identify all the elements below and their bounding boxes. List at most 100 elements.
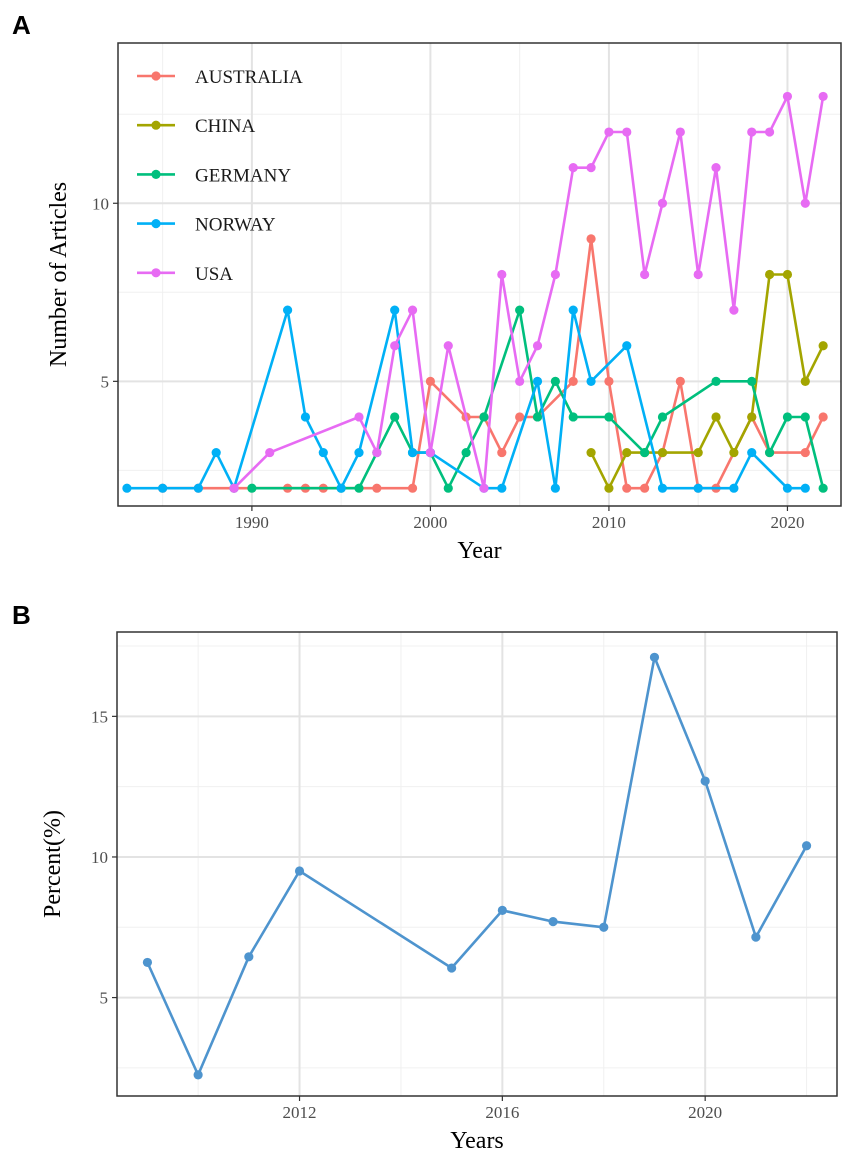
chart-a-series-australia-point — [372, 483, 382, 493]
chart-a-series-germany-point — [782, 412, 793, 422]
chart-a-series-usa-point — [747, 127, 757, 137]
chart-a-series-australia-point — [640, 483, 650, 493]
chart-a-series-usa-point — [800, 198, 810, 208]
chart-a-legend-usa-key-point — [151, 268, 161, 278]
chart-a-x-tick-label: 2020 — [770, 513, 804, 532]
chart-a-series-norway-point — [122, 483, 132, 493]
chart-a-series-usa-point — [657, 198, 668, 208]
chart-a-series-china-point — [764, 269, 775, 280]
chart-a-series-australia-point — [568, 376, 578, 386]
chart-b-series-percent-point — [244, 952, 254, 962]
chart-panel-b: 2012 2016 2020 5 10 15 Years Percent(%) — [40, 631, 838, 1154]
chart-a-series-usa-point — [729, 305, 739, 315]
chart-a-series-norway-line — [126, 308, 806, 490]
chart-a-x-tick-label: 2010 — [592, 513, 626, 532]
chart-a-series-usa-point — [229, 483, 239, 493]
chart-a-series-usa-point — [390, 341, 400, 351]
chart-a-legend-norway-label: NORWAY — [195, 215, 276, 236]
chart-a-series-germany-point — [657, 412, 668, 422]
chart-a-series-norway-point — [497, 483, 507, 493]
chart-b-series-percent-point — [294, 866, 305, 876]
chart-a-y-tick-label: 10 — [92, 194, 109, 213]
chart-a-series-australia-point — [586, 234, 596, 244]
chart-a-series-norway-point — [657, 483, 668, 493]
chart-b-x-tick-label: 2016 — [485, 1103, 519, 1122]
chart-a-series-norway-point — [747, 447, 757, 458]
chart-a-series-germany-point — [604, 412, 614, 422]
chart-a-series-germany-point — [568, 412, 578, 422]
chart-a-panel-border — [117, 42, 842, 507]
chart-a-series-norway-point — [282, 305, 293, 315]
chart-a-legend-germany-key-point — [151, 169, 161, 179]
chart-a-series-norway-point — [568, 305, 578, 315]
chart-a-series-usa-point — [497, 269, 507, 280]
chart-a-series-china-point — [711, 412, 721, 422]
chart-a-series-germany-point — [711, 376, 721, 386]
chart-a-series-norway-point — [158, 483, 168, 493]
chart-a-series-norway-point — [532, 376, 543, 386]
chart-a-series-usa-point — [622, 127, 632, 137]
chart-a-legend-usa-label: USA — [195, 264, 233, 285]
chart-a-series-germany-point — [461, 447, 471, 458]
chart-a-series-australia-point — [604, 376, 614, 386]
chart-a-legend-china-key-point — [151, 120, 161, 130]
chart-a-legend-australia-label: AUSTRALIA — [195, 67, 303, 88]
chart-a-series-germany-point — [818, 483, 828, 493]
chart-a-legend-china-label: CHINA — [195, 116, 255, 137]
chart-a-series-australia-point — [622, 483, 632, 493]
chart-a-series-china-point — [622, 447, 632, 458]
chart-a-series-germany-point — [800, 412, 810, 422]
chart-a-series-china-point — [693, 447, 703, 458]
chart-b-y-tick-label: 5 — [100, 989, 109, 1008]
chart-a-series-norway-point — [800, 483, 810, 493]
chart-a-series-china-point — [586, 447, 596, 458]
chart-a-series-china-point — [818, 341, 828, 351]
chart-a-series-usa-point — [372, 447, 382, 458]
chart-a-series-usa-point — [265, 447, 275, 458]
chart-a-series-australia-point — [425, 376, 436, 386]
chart-a-series-china-point — [782, 269, 793, 280]
chart-a-series-china-point — [800, 376, 810, 386]
chart-a-series-usa-line — [233, 95, 825, 490]
chart-a-series-germany-point — [640, 447, 650, 458]
chart-a-series-usa-point — [550, 269, 560, 280]
panel-label-a: A — [12, 10, 31, 40]
chart-b-series-percent-point — [700, 776, 710, 786]
chart-a-series-germany-point — [390, 412, 400, 422]
chart-a-series-china-point — [729, 447, 739, 458]
chart-a-series-usa-point — [354, 412, 364, 422]
chart-b-series-percent-line — [146, 655, 808, 1077]
chart-b-y-axis-title: Percent(%) — [40, 810, 66, 918]
chart-a-series-norway-point — [550, 483, 560, 493]
chart-a-series-usa-point — [711, 163, 721, 173]
chart-a-series-norway-point — [782, 483, 793, 493]
chart-a-series-china-point — [747, 412, 757, 422]
chart-a-series-norway-point — [318, 447, 328, 458]
chart-b-series-percent-point — [599, 922, 609, 932]
chart-a-legend-germany-label: GERMANY — [195, 165, 291, 186]
chart-a-series-norway-point — [693, 483, 703, 493]
chart-a-series-norway-point — [586, 376, 596, 386]
chart-b-series-percent-point — [801, 841, 812, 851]
chart-a-series-germany-point — [354, 483, 364, 493]
chart-a-series-usa-point — [443, 341, 453, 351]
chart-a-series-usa-point — [586, 163, 596, 173]
chart-a-legend: AUSTRALIA CHINA GERMANY NORWAY USA — [137, 67, 303, 285]
chart-a-series-norway-point — [407, 447, 418, 458]
chart-b-series-percent-point — [193, 1070, 203, 1080]
chart-a-y-tick-label: 5 — [101, 372, 110, 391]
chart-a-series-usa-point — [764, 127, 775, 137]
chart-a-series-usa-point — [532, 341, 543, 351]
chart-b-series-percent-point — [548, 917, 558, 927]
chart-a-x-tick-label: 2000 — [413, 513, 447, 532]
chart-a-series-norway-point — [211, 447, 221, 458]
chart-a-series-usa-point — [693, 269, 703, 280]
chart-a-series-australia-point — [818, 412, 828, 422]
chart-a-series-usa-point — [604, 127, 614, 137]
chart-b-series-percent-point — [497, 905, 507, 916]
chart-a-series-australia-point — [515, 412, 525, 422]
chart-b-y-tick-label: 10 — [91, 848, 108, 867]
chart-a-series-germany-point — [515, 305, 525, 315]
chart-a-series-australia-point — [407, 483, 418, 493]
